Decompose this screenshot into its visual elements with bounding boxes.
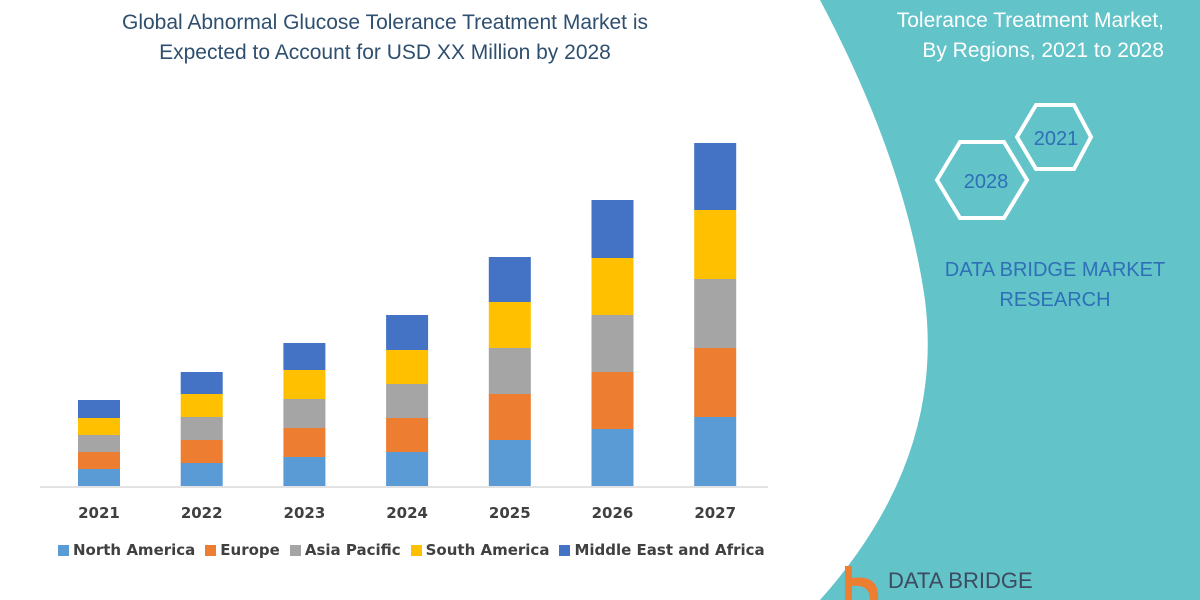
stacked-bar-chart: 2021 2022 2023 2024 2025 2026 2027 — [40, 143, 768, 522]
side-title-line-1: Tolerance Treatment Market, — [896, 9, 1164, 32]
legend-item-north-america: North America — [58, 541, 195, 559]
bar-segment-2025-south-america — [488, 302, 531, 348]
legend-item-south-america: South America — [410, 541, 550, 559]
legend-label: Europe — [220, 541, 280, 559]
bar-segment-2026-asia-pacific — [591, 315, 634, 372]
bar-segment-2024-europe — [386, 418, 429, 452]
legend: North America Europe Asia Pacific South Ame… — [58, 541, 765, 559]
bar-segment-2026-south-america — [591, 258, 634, 315]
title-line-1: Global Abnormal Glucose Tolerance Treatm… — [121, 11, 649, 34]
hex-year-2021: 2021 — [1034, 128, 1079, 150]
page-title: Global Abnormal Glucose Tolerance Treatm… — [60, 8, 710, 68]
bar-segment-2022-asia-pacific — [180, 417, 223, 440]
bar-segment-2023-middle-east-and-africa — [283, 343, 326, 370]
bar-segment-2024-middle-east-and-africa — [386, 315, 429, 350]
title-line-2: Expected to Account for USD XX Million b… — [159, 41, 611, 64]
bar-segment-2026-europe — [591, 372, 634, 429]
x-tick-2025: 2025 — [489, 504, 531, 522]
bar-segment-2023-europe — [283, 428, 326, 457]
hex-year-2028: 2028 — [964, 171, 1009, 193]
brand-line-2: RESEARCH — [999, 289, 1111, 311]
bar-segment-2027-north-america — [694, 417, 737, 486]
bar-segment-2027-asia-pacific — [694, 279, 737, 348]
bar-segment-2022-north-america — [180, 463, 223, 486]
legend-label: Middle East and Africa — [574, 541, 765, 559]
bar-segment-2022-middle-east-and-africa — [180, 372, 223, 394]
bar-segment-2025-middle-east-and-africa — [488, 257, 531, 302]
x-tick-2023: 2023 — [284, 504, 326, 522]
bar-segment-2023-south-america — [283, 370, 326, 399]
hexagon-2021: 2021 — [1014, 103, 1094, 171]
x-tick-2024: 2024 — [386, 504, 428, 522]
bar-segment-2021-middle-east-and-africa — [78, 400, 120, 418]
legend-swatch — [410, 544, 422, 556]
bar-segment-2025-north-america — [488, 440, 531, 486]
bar-segment-2021-europe — [78, 452, 120, 469]
x-tick-2022: 2022 — [181, 504, 223, 522]
bar-segment-2021-north-america — [78, 469, 120, 486]
bar-segment-2023-north-america — [283, 457, 326, 486]
legend-swatch — [289, 544, 301, 556]
bar-segment-2027-europe — [694, 348, 737, 417]
bar-segment-2024-south-america — [386, 350, 429, 384]
legend-swatch — [559, 544, 571, 556]
side-title-line-2: By Regions, 2021 to 2028 — [922, 39, 1164, 62]
legend-item-europe: Europe — [205, 541, 280, 559]
bar-segment-2025-europe — [488, 394, 531, 440]
brand-line-1: DATA BRIDGE MARKET — [944, 259, 1166, 281]
legend-label: North America — [73, 541, 196, 559]
x-tick-2027: 2027 — [694, 504, 736, 522]
legend-label: Asia Pacific — [304, 541, 401, 559]
bar-segment-2022-europe — [180, 440, 223, 463]
bar-segment-2027-middle-east-and-africa — [694, 143, 737, 210]
bar-segment-2027-south-america — [694, 210, 737, 279]
logo-icon — [845, 566, 879, 600]
x-tick-2021: 2021 — [78, 504, 120, 522]
bar-segment-2022-south-america — [180, 394, 223, 417]
brand-text: DATA BRIDGE MARKET RESEARCH — [905, 255, 1200, 315]
logo-text: DATA BRIDGE — [888, 568, 1033, 593]
x-tick-labels: 2021 2022 2023 2024 2025 2026 2027 — [78, 504, 736, 522]
bar-segment-2026-north-america — [591, 429, 634, 486]
bar-segment-2025-asia-pacific — [488, 348, 531, 394]
legend-item-middle-east-and-africa: Middle East and Africa — [559, 541, 765, 559]
legend-swatch — [205, 544, 217, 556]
bars-group — [78, 143, 737, 486]
bar-segment-2021-south-america — [78, 418, 120, 435]
bar-segment-2023-asia-pacific — [283, 399, 326, 428]
bar-segment-2021-asia-pacific — [78, 435, 120, 452]
bar-segment-2024-north-america — [386, 452, 429, 486]
x-tick-2026: 2026 — [592, 504, 634, 522]
legend-item-asia-pacific: Asia Pacific — [289, 541, 401, 559]
bar-segment-2024-asia-pacific — [386, 384, 429, 418]
side-panel-title: Tolerance Treatment Market, By Regions, … — [897, 6, 1164, 66]
legend-swatch — [58, 544, 69, 556]
hexagon-2028: 2028 — [934, 140, 1030, 220]
teal-panel-shape — [820, 0, 1200, 600]
legend-label: South America — [425, 541, 550, 559]
bar-segment-2026-middle-east-and-africa — [591, 200, 634, 258]
